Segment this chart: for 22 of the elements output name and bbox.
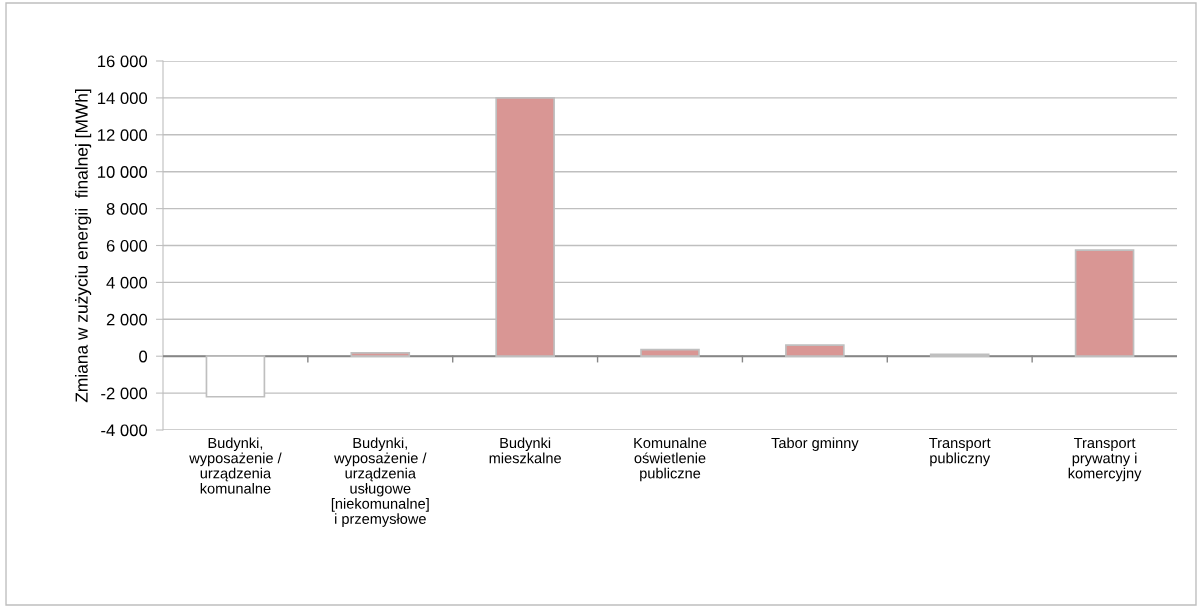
y-tick-label: 8 000 <box>106 203 148 215</box>
x-tick-label: Komunalne oświetlenie publiczne <box>634 437 707 482</box>
bar <box>640 348 700 358</box>
y-tick-label: 0 <box>139 350 148 363</box>
y-tick-label: 16 000 <box>98 55 148 68</box>
y-tick-label: 2 000 <box>106 313 148 326</box>
y-tick-label: -4 000 <box>101 424 148 437</box>
x-tick-label: Budynki, wyposażenie / urządzenia usługowe [niekomunalne] i przemysłowe <box>331 437 429 527</box>
bar <box>785 344 845 358</box>
y-axis-title: Zmiana w zużyciu energii finalnej [MWh] <box>75 89 92 403</box>
y-tick-label: -2 000 <box>101 387 148 400</box>
x-tick-label: Tabor gminny <box>771 437 859 451</box>
bar <box>350 352 411 358</box>
y-tick-label: 10 000 <box>98 166 148 178</box>
y-tick-label: 14 000 <box>98 92 148 105</box>
x-tick-label: Transport publiczny <box>929 437 991 467</box>
y-tick-label: 6 000 <box>106 239 148 252</box>
y-tick-label: 12 000 <box>98 129 148 141</box>
x-tick-label: Budynki, wyposażenie / urządzenia komunalne <box>189 437 282 494</box>
y-tick-label: 4 000 <box>106 276 148 289</box>
x-tick-label: Budynki mieszkalne <box>489 437 561 464</box>
x-tick-label: Transport prywatny i komercyjny <box>1068 437 1142 482</box>
